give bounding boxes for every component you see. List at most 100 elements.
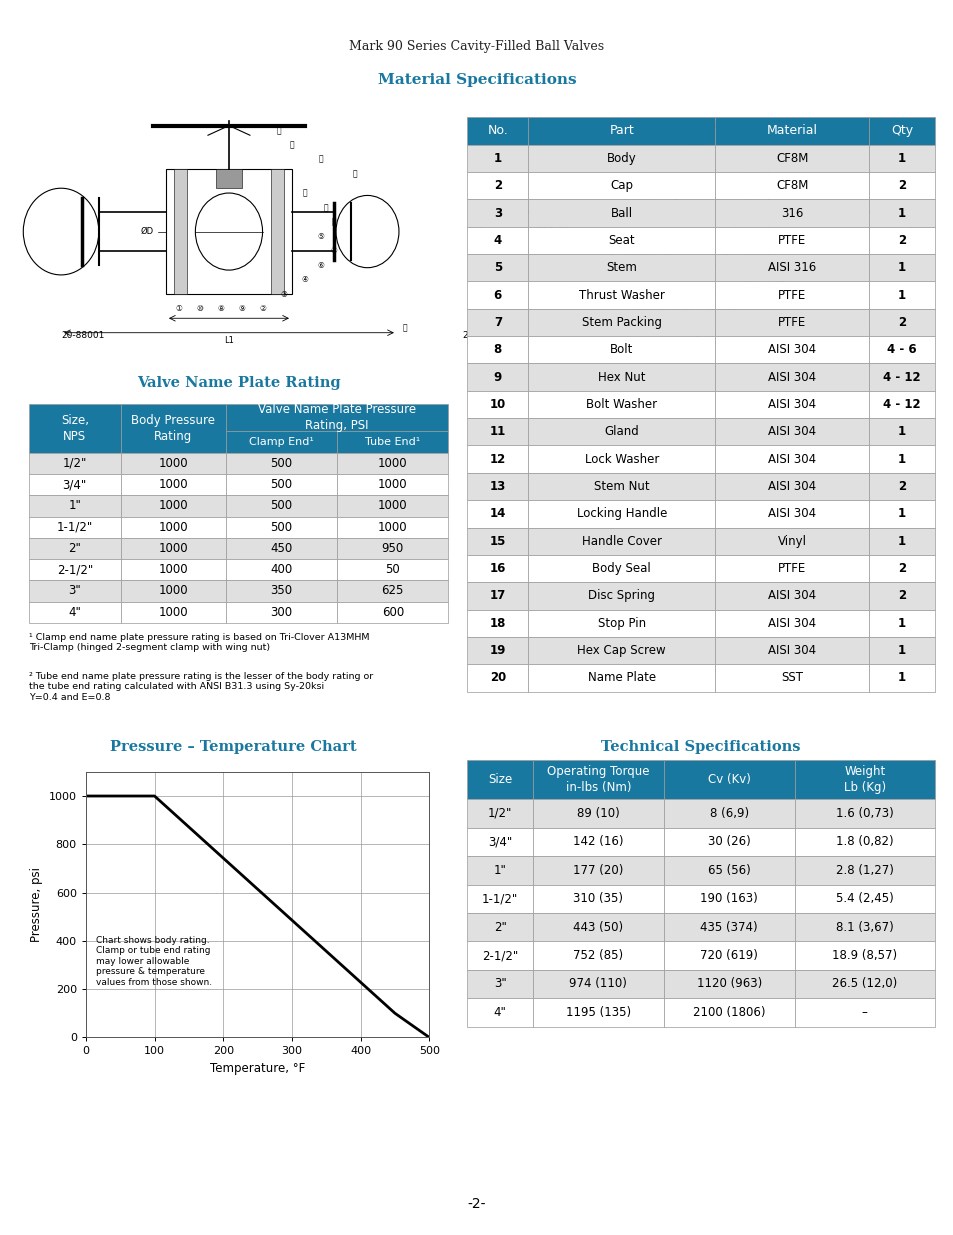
Bar: [121, 474, 226, 495]
Text: ⑦: ⑦: [330, 246, 337, 256]
Bar: [226, 580, 336, 601]
Bar: [166, 169, 292, 294]
Text: ⑬: ⑬: [765, 141, 769, 149]
Bar: [467, 527, 528, 555]
Text: 400: 400: [270, 563, 293, 577]
Text: CF8M: CF8M: [776, 179, 808, 193]
Text: ③: ③: [754, 290, 761, 299]
Text: AISI 304: AISI 304: [767, 616, 816, 630]
Text: Lock Washer: Lock Washer: [584, 453, 659, 466]
Bar: [868, 610, 934, 637]
Text: 2-1/2": 2-1/2": [481, 948, 517, 962]
Bar: [467, 254, 528, 282]
Bar: [29, 537, 121, 559]
Text: 2: 2: [494, 179, 501, 193]
Bar: [467, 555, 528, 582]
Bar: [533, 760, 663, 799]
Text: L1: L1: [224, 336, 233, 345]
Bar: [528, 336, 715, 363]
Bar: [528, 555, 715, 582]
Text: ⑧: ⑧: [682, 304, 690, 314]
Bar: [467, 827, 533, 856]
Text: 1: 1: [897, 672, 905, 684]
Bar: [467, 884, 533, 913]
Text: Seat: Seat: [608, 233, 635, 247]
Text: 4 - 6: 4 - 6: [886, 343, 916, 356]
Text: Gland: Gland: [603, 425, 639, 438]
Text: PTFE: PTFE: [778, 233, 805, 247]
Text: 3/4": 3/4": [488, 835, 512, 848]
Text: 435 (374): 435 (374): [700, 920, 758, 934]
Text: Size: Size: [488, 773, 512, 785]
Bar: [868, 527, 934, 555]
Text: ⑫: ⑫: [780, 189, 783, 198]
Bar: [715, 446, 868, 473]
Text: 20: 20: [489, 672, 505, 684]
Bar: [226, 559, 336, 580]
Text: 9: 9: [494, 370, 501, 384]
Text: ⑧: ⑧: [217, 304, 224, 314]
Text: ⑯: ⑯: [402, 324, 407, 332]
Text: PTFE: PTFE: [778, 289, 805, 301]
Bar: [868, 336, 934, 363]
Text: 13: 13: [489, 480, 505, 493]
Text: 16: 16: [489, 562, 505, 576]
Text: Bolt Washer: Bolt Washer: [585, 398, 657, 411]
Bar: [715, 117, 868, 144]
Text: No.: No.: [487, 125, 508, 137]
Bar: [467, 913, 533, 941]
Text: 1: 1: [897, 152, 905, 164]
Bar: [528, 309, 715, 336]
Text: ⑨: ⑨: [706, 304, 714, 314]
Text: 1.6 (0,73): 1.6 (0,73): [835, 806, 893, 820]
Bar: [336, 537, 448, 559]
Text: 177 (20): 177 (20): [573, 863, 623, 877]
Text: ③: ③: [280, 290, 287, 299]
Bar: [336, 431, 448, 453]
Text: Technical Specifications: Technical Specifications: [600, 740, 801, 755]
Text: 950: 950: [381, 542, 403, 555]
Text: M: M: [573, 275, 580, 284]
Bar: [715, 172, 868, 199]
Bar: [467, 998, 533, 1026]
Text: ⑪: ⑪: [332, 217, 335, 226]
Bar: [467, 390, 528, 419]
Text: Material Specifications: Material Specifications: [377, 73, 576, 88]
Text: ØD: ØD: [140, 227, 153, 236]
Bar: [29, 495, 121, 516]
Bar: [533, 856, 663, 884]
Text: AISI 304: AISI 304: [767, 425, 816, 438]
Text: 4": 4": [494, 1005, 506, 1019]
Bar: [528, 390, 715, 419]
Text: 720 (619): 720 (619): [700, 948, 758, 962]
Text: 8.1 (3,67): 8.1 (3,67): [835, 920, 893, 934]
Text: 1000: 1000: [158, 499, 188, 513]
Bar: [715, 555, 868, 582]
Bar: [663, 998, 794, 1026]
Text: 18.9 (8,57): 18.9 (8,57): [831, 948, 897, 962]
Text: 7: 7: [494, 316, 501, 329]
Bar: [121, 537, 226, 559]
Bar: [467, 282, 528, 309]
Bar: [663, 799, 794, 827]
Text: 8: 8: [494, 343, 501, 356]
Text: 12: 12: [489, 453, 505, 466]
Text: 2.8 (1,27): 2.8 (1,27): [835, 863, 893, 877]
Bar: [467, 144, 528, 172]
Text: Hex Cap Screw: Hex Cap Screw: [577, 645, 665, 657]
Text: 1: 1: [897, 508, 905, 520]
Text: ⑨: ⑨: [238, 304, 245, 314]
Text: Bolt: Bolt: [609, 343, 633, 356]
X-axis label: Temperature, °F: Temperature, °F: [210, 1062, 305, 1074]
Bar: [121, 516, 226, 537]
Text: 1: 1: [897, 645, 905, 657]
Bar: [467, 610, 528, 637]
Bar: [528, 363, 715, 390]
Bar: [467, 446, 528, 473]
Bar: [467, 309, 528, 336]
Text: AISI 304: AISI 304: [767, 645, 816, 657]
Bar: [663, 884, 794, 913]
Bar: [121, 559, 226, 580]
Bar: [868, 309, 934, 336]
Text: ⑤: ⑤: [797, 232, 804, 241]
